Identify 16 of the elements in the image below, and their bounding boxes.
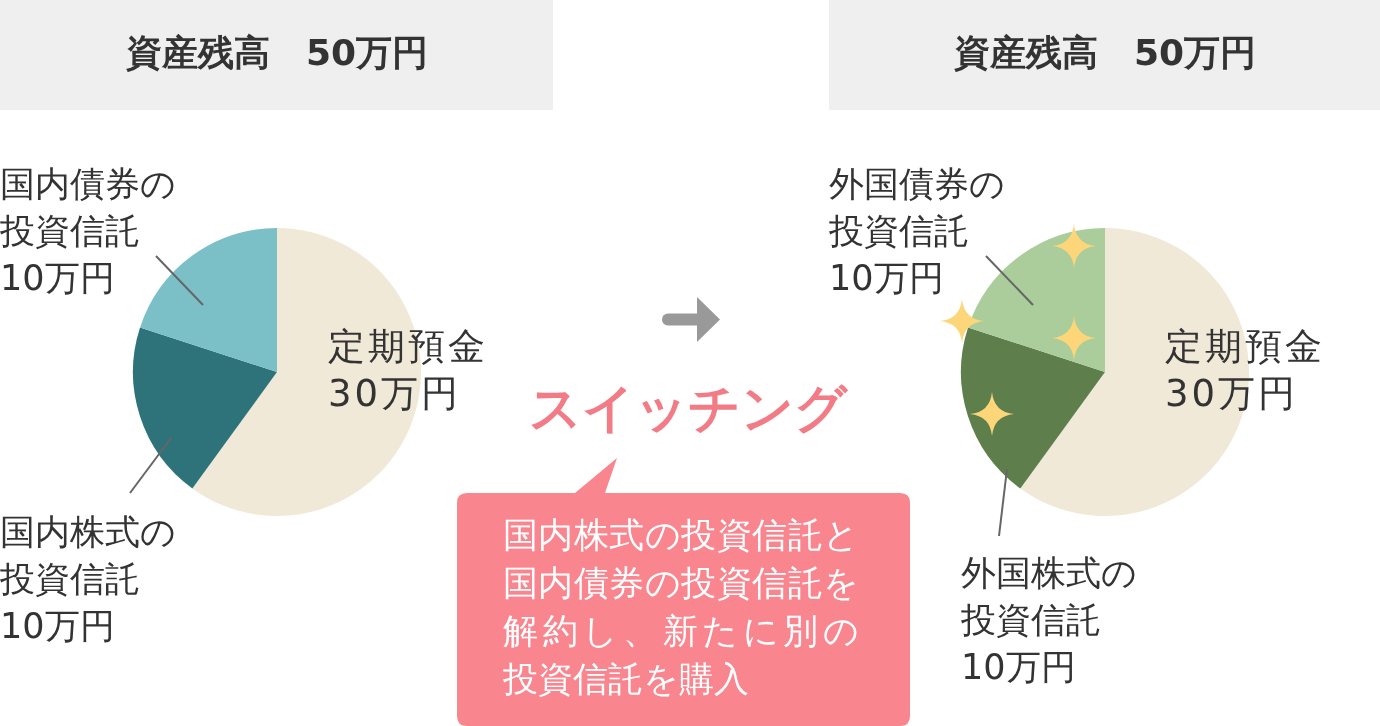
data-label: 30万円	[328, 371, 462, 415]
slice-label: 国内債券の投資信託	[0, 164, 176, 252]
data-label: 10万円	[961, 647, 1076, 688]
data-label: 10万円	[0, 606, 115, 647]
data-label: 30万円	[1165, 371, 1299, 415]
data-label: 10万円	[0, 258, 115, 299]
chart-title: 資産残高 50万円	[953, 32, 1257, 74]
data-label: 10万円	[829, 258, 944, 299]
text: スイッチング	[529, 378, 847, 438]
slice-label: 外国債券の投資信託	[828, 164, 1005, 252]
text: 国内株式の投資信託と国内債券の投資信託を解約し、新たに別の投資信託を購入	[503, 514, 859, 701]
slice-label: 定期預金	[1165, 324, 1325, 368]
slice-label: 定期預金	[328, 324, 488, 368]
chart-title: 資産残高 50万円	[125, 32, 429, 74]
slice-label: 外国株式の投資信託	[960, 553, 1137, 641]
slice-label: 国内株式の投資信託	[0, 512, 176, 600]
